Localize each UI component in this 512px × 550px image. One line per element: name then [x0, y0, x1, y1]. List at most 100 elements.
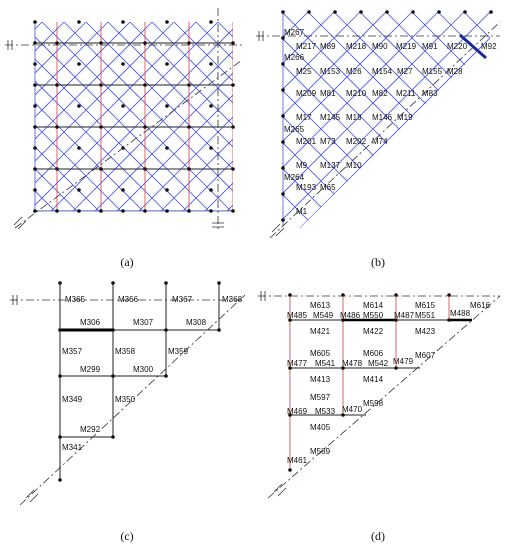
axis-line — [5, 8, 243, 232]
node — [209, 188, 213, 192]
member-label: M220 — [447, 42, 468, 51]
node — [143, 209, 147, 213]
member-label: M193 — [296, 183, 317, 192]
member-label: M1 — [296, 207, 308, 216]
member-label: M267 — [284, 28, 305, 37]
node — [288, 468, 292, 472]
node — [463, 10, 467, 14]
node — [33, 146, 37, 150]
member-line — [35, 102, 144, 211]
member-label: M307 — [133, 318, 154, 327]
member-label: M89 — [320, 42, 336, 51]
member-label: M605 — [310, 349, 331, 358]
member-label: M616 — [470, 301, 491, 310]
member-label: M359 — [168, 347, 189, 356]
member-label: M28 — [447, 67, 463, 76]
node — [77, 146, 81, 150]
node — [77, 188, 81, 192]
member-label: M488 — [450, 309, 471, 318]
member-line — [0, 22, 64, 242]
member-label: M92 — [481, 42, 497, 51]
member-line — [129, 22, 233, 126]
node — [55, 125, 59, 129]
node — [99, 167, 103, 171]
node — [121, 20, 125, 24]
member-label: M422 — [363, 327, 384, 336]
heavy-member — [459, 33, 487, 60]
member-label: M25 — [296, 67, 312, 76]
member-line — [0, 22, 20, 242]
panel-caption: (b) — [371, 255, 385, 269]
node — [121, 62, 125, 66]
member-label: M479 — [393, 357, 414, 366]
node — [187, 167, 191, 171]
node — [394, 318, 398, 322]
member-label: M533 — [315, 407, 336, 416]
member-line — [173, 22, 233, 82]
member-label: M469 — [287, 407, 308, 416]
member-label: M368 — [222, 295, 243, 304]
member-label: M81 — [320, 89, 336, 98]
member-label: M299 — [80, 365, 101, 374]
axis-mark — [7, 40, 224, 230]
member-label: M211 — [396, 89, 416, 98]
member-line — [160, 138, 233, 211]
member-label: M264 — [284, 173, 305, 182]
member-label: M485 — [287, 311, 308, 320]
node — [394, 293, 398, 297]
member-label: M90 — [372, 42, 388, 51]
member-label: M357 — [62, 347, 83, 356]
member-label: M470 — [342, 405, 363, 414]
member-label: M145 — [320, 113, 341, 122]
node — [231, 83, 235, 87]
node — [281, 166, 285, 170]
member-label: M17 — [296, 113, 312, 122]
member-label: M202 — [346, 137, 367, 146]
node — [77, 209, 81, 213]
node — [33, 125, 37, 129]
node — [341, 413, 345, 417]
axis-line — [256, 21, 501, 239]
axis-mark — [12, 295, 39, 503]
member-line — [35, 22, 219, 206]
member-line — [283, 12, 465, 228]
member-label: M461 — [287, 456, 308, 465]
member-label: M487 — [394, 311, 415, 320]
member-label: M306 — [80, 318, 101, 327]
member-line — [385, 12, 490, 228]
member-label: M341 — [62, 443, 83, 452]
node — [209, 62, 213, 66]
member-label: M541 — [315, 359, 336, 368]
member-label: M266 — [284, 53, 305, 62]
member-label: M365 — [65, 295, 86, 304]
member-line — [35, 22, 109, 96]
node — [217, 328, 221, 332]
member-line — [35, 22, 131, 118]
node — [33, 104, 37, 108]
member-label: M209 — [296, 89, 317, 98]
node — [58, 374, 62, 378]
member-line — [283, 12, 361, 228]
member-label: M218 — [346, 42, 367, 51]
member-label: M26 — [346, 67, 362, 76]
node — [288, 366, 292, 370]
node — [58, 435, 62, 439]
node — [121, 104, 125, 108]
node — [165, 62, 169, 66]
member-line — [116, 94, 233, 211]
member-line — [35, 22, 175, 162]
member-label: M219 — [396, 42, 417, 51]
node — [187, 83, 191, 87]
node — [164, 328, 168, 332]
node — [307, 10, 311, 14]
node — [164, 374, 168, 378]
node — [33, 188, 37, 192]
node — [143, 167, 147, 171]
member-label: M91 — [422, 42, 438, 51]
node — [281, 62, 285, 66]
member-line — [411, 12, 490, 228]
member-label: M265 — [284, 125, 305, 134]
node — [99, 83, 103, 87]
member-label: M615 — [415, 301, 436, 310]
node — [231, 209, 235, 213]
